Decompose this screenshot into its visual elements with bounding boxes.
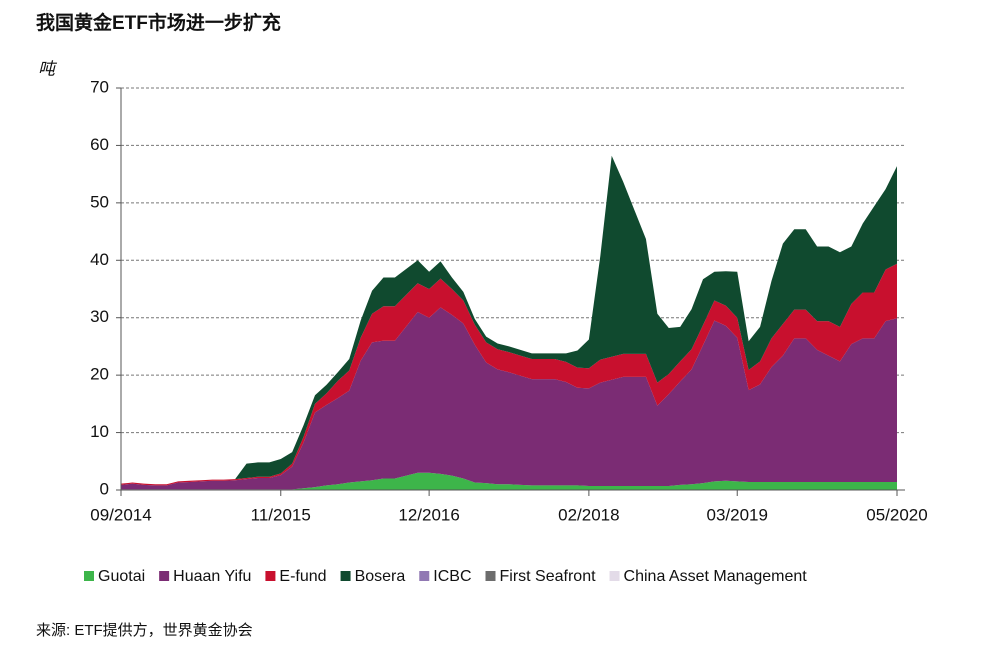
legend-swatch: [485, 571, 496, 581]
y-tick-label: 60: [90, 135, 109, 154]
area: [121, 155, 897, 485]
legend-swatch: [340, 571, 351, 581]
y-tick-label: 30: [90, 307, 109, 326]
legend-label: Bosera: [355, 568, 406, 585]
y-tick-label: 50: [90, 192, 109, 211]
legend-swatch: [84, 571, 94, 581]
legend-swatch: [419, 571, 430, 581]
area: [121, 307, 897, 490]
x-tick-label: 11/2015: [251, 505, 311, 524]
legend-label: ICBC: [433, 568, 471, 585]
legend-swatch: [159, 571, 170, 581]
y-tick-label: 40: [90, 250, 109, 269]
y-tick-label: 20: [90, 365, 109, 384]
y-tick-label: 70: [90, 77, 109, 96]
y-axis-label: 吨: [38, 59, 58, 78]
x-tick-label: 12/2016: [398, 505, 459, 524]
legend-swatch: [609, 571, 620, 581]
x-tick-label: 02/2018: [558, 505, 619, 524]
legend-label: China Asset Management: [624, 568, 808, 585]
legend-label: E-fund: [279, 568, 326, 585]
source-note: 来源: ETF提供方，世界黄金协会: [36, 622, 253, 639]
legend-label: Guotai: [98, 568, 145, 585]
y-tick-label: 0: [100, 479, 109, 498]
x-tick-label: 09/2014: [90, 505, 151, 524]
legend-swatch: [265, 571, 276, 581]
legend-label: First Seafront: [500, 568, 597, 585]
x-tick-label: 03/2019: [707, 505, 768, 524]
legend-label: Huaan Yifu: [173, 568, 251, 585]
x-tick-label: 05/2020: [866, 505, 927, 524]
area: [121, 472, 897, 490]
y-tick-label: 10: [90, 422, 109, 441]
chart-title: 我国黄金ETF市场进一步扩充: [36, 11, 281, 34]
